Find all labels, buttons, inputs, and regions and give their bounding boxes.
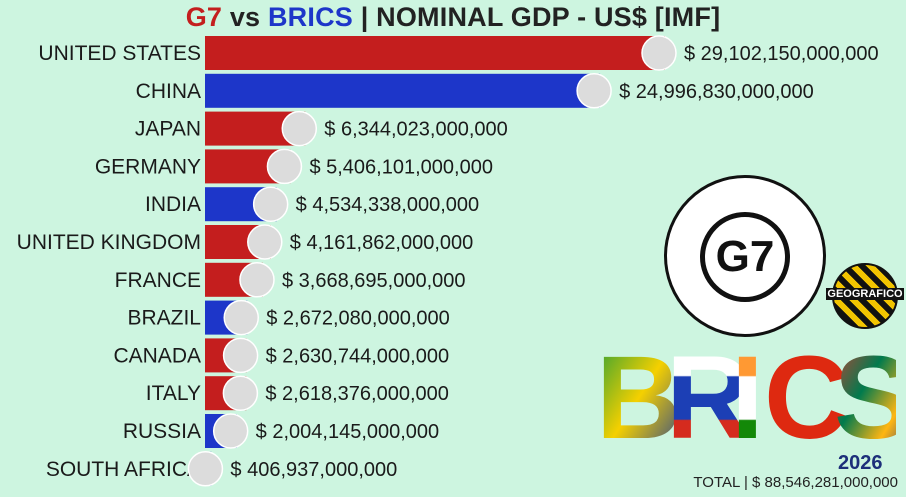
brazil-flag-icon — [223, 299, 259, 336]
category-label: RUSSIA — [123, 420, 201, 443]
category-label: GERMANY — [95, 155, 201, 178]
value-label: $ 24,996,830,000,000 — [619, 81, 814, 103]
category-label: JAPAN — [135, 118, 201, 141]
bar — [205, 73, 601, 108]
value-label: $ 6,344,023,000,000 — [324, 119, 508, 141]
italy-flag-icon — [222, 375, 259, 411]
uk-flag-icon — [247, 224, 283, 260]
total-label: TOTAL | $ 88,546,281,000,000 — [693, 474, 898, 491]
china-flag-icon — [576, 73, 612, 109]
value-label: $ 5,406,101,000,000 — [309, 156, 493, 178]
category-label: CHINA — [136, 80, 201, 103]
value-label: $ 2,630,744,000,000 — [266, 345, 450, 367]
year-label: 2026 — [838, 452, 883, 474]
value-label: $ 29,102,150,000,000 — [684, 43, 879, 65]
value-label: $ 4,534,338,000,000 — [296, 194, 480, 216]
russia-flag-icon — [212, 413, 249, 449]
title-g7: G7 — [185, 2, 223, 32]
bar — [205, 36, 665, 70]
title-rest: | NOMINAL GDP - US$ [IMF] — [353, 2, 721, 32]
germany-flag-icon — [266, 148, 303, 185]
value-label: $ 2,004,145,000,000 — [256, 421, 440, 443]
japan-flag-icon — [281, 110, 318, 147]
us-flag-icon — [641, 35, 677, 71]
title-brics: BRICS — [267, 2, 353, 32]
value-label: $ 4,161,862,000,000 — [290, 232, 474, 254]
value-label: $ 2,618,376,000,000 — [265, 383, 449, 405]
canada-flag-icon — [222, 337, 259, 374]
south-africa-flag-icon — [187, 451, 224, 487]
value-label: $ 2,672,080,000,000 — [266, 308, 450, 330]
category-label: SOUTH AFRICA — [46, 458, 201, 481]
category-label: ITALY — [146, 382, 201, 405]
value-label: $ 406,937,000,000 — [230, 459, 397, 481]
title-vs: vs — [222, 2, 268, 32]
category-label: FRANCE — [115, 269, 201, 292]
category-label: INDIA — [145, 193, 201, 216]
category-label: BRAZIL — [127, 307, 201, 330]
category-label: CANADA — [113, 344, 201, 367]
category-label: UNITED KINGDOM — [17, 231, 201, 254]
france-flag-icon — [239, 262, 275, 298]
chart-title: G7 vs BRICS | NOMINAL GDP - US$ [IMF] — [0, 2, 906, 36]
value-label: $ 3,668,695,000,000 — [282, 270, 466, 292]
india-flag-icon — [252, 186, 289, 222]
category-label: UNITED STATES — [38, 42, 201, 65]
